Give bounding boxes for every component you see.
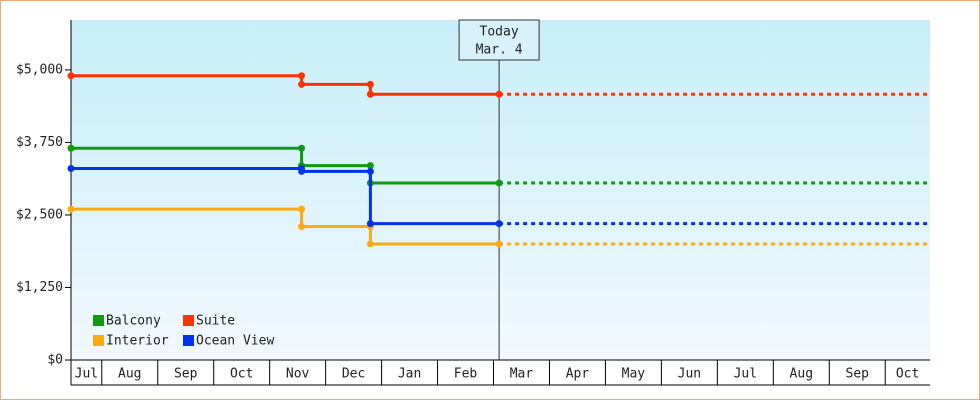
step-point bbox=[298, 72, 306, 80]
legend-swatch bbox=[93, 335, 104, 346]
y-tick-label: $3,750 bbox=[16, 135, 63, 150]
plot-area bbox=[71, 20, 930, 360]
x-tick-label: Jun bbox=[678, 367, 701, 382]
point bbox=[67, 205, 75, 213]
legend-label: Interior bbox=[106, 334, 169, 349]
point bbox=[67, 165, 75, 173]
x-tick-label: Dec bbox=[342, 367, 365, 382]
legend-label: Suite bbox=[196, 314, 235, 329]
step-line bbox=[71, 74, 500, 96]
point bbox=[495, 240, 503, 248]
x-tick-label: Jul bbox=[734, 367, 757, 382]
step-line bbox=[71, 146, 500, 185]
y-tick-label: $0 bbox=[47, 353, 63, 368]
legend-swatch bbox=[183, 335, 194, 346]
step-point bbox=[298, 144, 306, 152]
today-label: Mar. 4 bbox=[476, 43, 523, 58]
x-tick-label: Apr bbox=[566, 367, 590, 382]
legend-swatch bbox=[93, 315, 104, 326]
x-tick-label: Jul bbox=[75, 367, 98, 382]
point bbox=[67, 144, 75, 152]
x-tick-label: Nov bbox=[286, 367, 310, 382]
step-point bbox=[366, 80, 374, 88]
point bbox=[366, 240, 374, 248]
point bbox=[298, 223, 306, 231]
point bbox=[495, 220, 503, 228]
y-tick-label: $5,000 bbox=[16, 62, 63, 77]
step-line bbox=[71, 167, 500, 226]
x-tick-label: Aug bbox=[790, 367, 813, 382]
step-point bbox=[298, 205, 306, 213]
x-tick-label: Sep bbox=[846, 367, 870, 382]
x-tick-label: Oct bbox=[896, 367, 919, 382]
x-tick-label: Feb bbox=[454, 367, 478, 382]
legend-label: Balcony bbox=[106, 314, 161, 329]
point bbox=[298, 80, 306, 88]
y-tick-label: $1,250 bbox=[16, 280, 63, 295]
x-tick-label: Oct bbox=[230, 367, 253, 382]
x-tick-label: Sep bbox=[174, 367, 198, 382]
point bbox=[298, 167, 306, 175]
today-label: Today bbox=[480, 25, 519, 40]
today-box bbox=[458, 19, 540, 61]
x-tick-label: Aug bbox=[118, 367, 141, 382]
y-tick-label: $2,500 bbox=[16, 207, 63, 222]
point bbox=[366, 90, 374, 98]
step-point bbox=[366, 162, 374, 170]
point bbox=[67, 72, 75, 80]
step-point bbox=[366, 167, 374, 175]
point bbox=[495, 179, 503, 187]
x-tick-label: Mar bbox=[510, 367, 534, 382]
step-line bbox=[71, 207, 500, 246]
x-tick-label: Jan bbox=[398, 367, 421, 382]
x-tick-label: May bbox=[622, 367, 646, 382]
legend-label: Ocean View bbox=[196, 334, 274, 349]
point bbox=[366, 220, 374, 228]
legend-swatch bbox=[183, 315, 194, 326]
point bbox=[495, 90, 503, 98]
